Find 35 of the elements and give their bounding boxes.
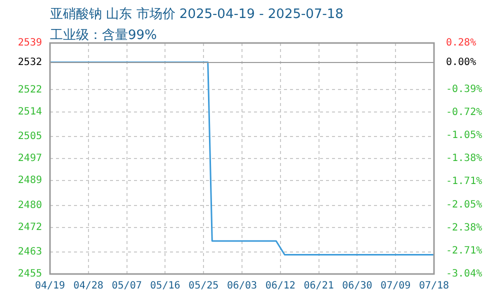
y-tick-label: 2539 [18,38,42,49]
y2-tick-label: -2.71% [446,246,482,257]
x-tick-label: 06/03 [226,280,258,292]
x-tick-label: 05/16 [150,280,180,292]
chart-subtitle: 工业级：含量99% [50,27,157,44]
y2-tick-label: -1.05% [446,130,482,142]
x-tick-label: 07/18 [418,280,450,292]
y-tick-label: 2514 [18,106,42,118]
y-tick-label: 2497 [18,153,42,164]
y2-tick-label: -0.39% [446,84,482,96]
x-tick-label: 07/09 [380,280,411,292]
y2-tick-label: -1.38% [446,153,482,164]
y2-tick-label: -3.04% [446,268,482,280]
chart-title: 亚硝酸钠 山东 市场价 2025-04-19 - 2025-07-18 [50,6,344,23]
y-tick-label: 2472 [18,222,42,233]
y-tick-label: 2489 [18,175,42,186]
y2-tick-label: 0.28% [446,38,476,49]
y2-tick-label: -1.71% [446,176,482,188]
x-tick-label: 04/19 [34,280,66,292]
x-tick-label: 04/28 [73,280,104,292]
y-tick-label: 2455 [18,268,42,280]
y2-tick-label: -2.38% [446,222,482,234]
y2-tick-label: 0.00% [446,57,476,68]
y2-tick-label: -2.05% [446,200,482,211]
y2-tick-label: -0.72% [446,107,482,118]
y-tick-label: 2463 [18,246,42,258]
y-tick-label: 2522 [18,84,42,96]
y-tick-label: 2480 [18,200,42,211]
x-tick-label: 06/30 [342,280,372,292]
y-tick-label: 2532 [18,56,42,68]
x-tick-label: 05/07 [112,280,142,292]
x-tick-label: 06/12 [265,280,296,292]
y-tick-label: 2505 [18,131,42,142]
x-tick-label: 06/21 [304,280,334,292]
x-tick-label: 05/25 [188,280,219,292]
